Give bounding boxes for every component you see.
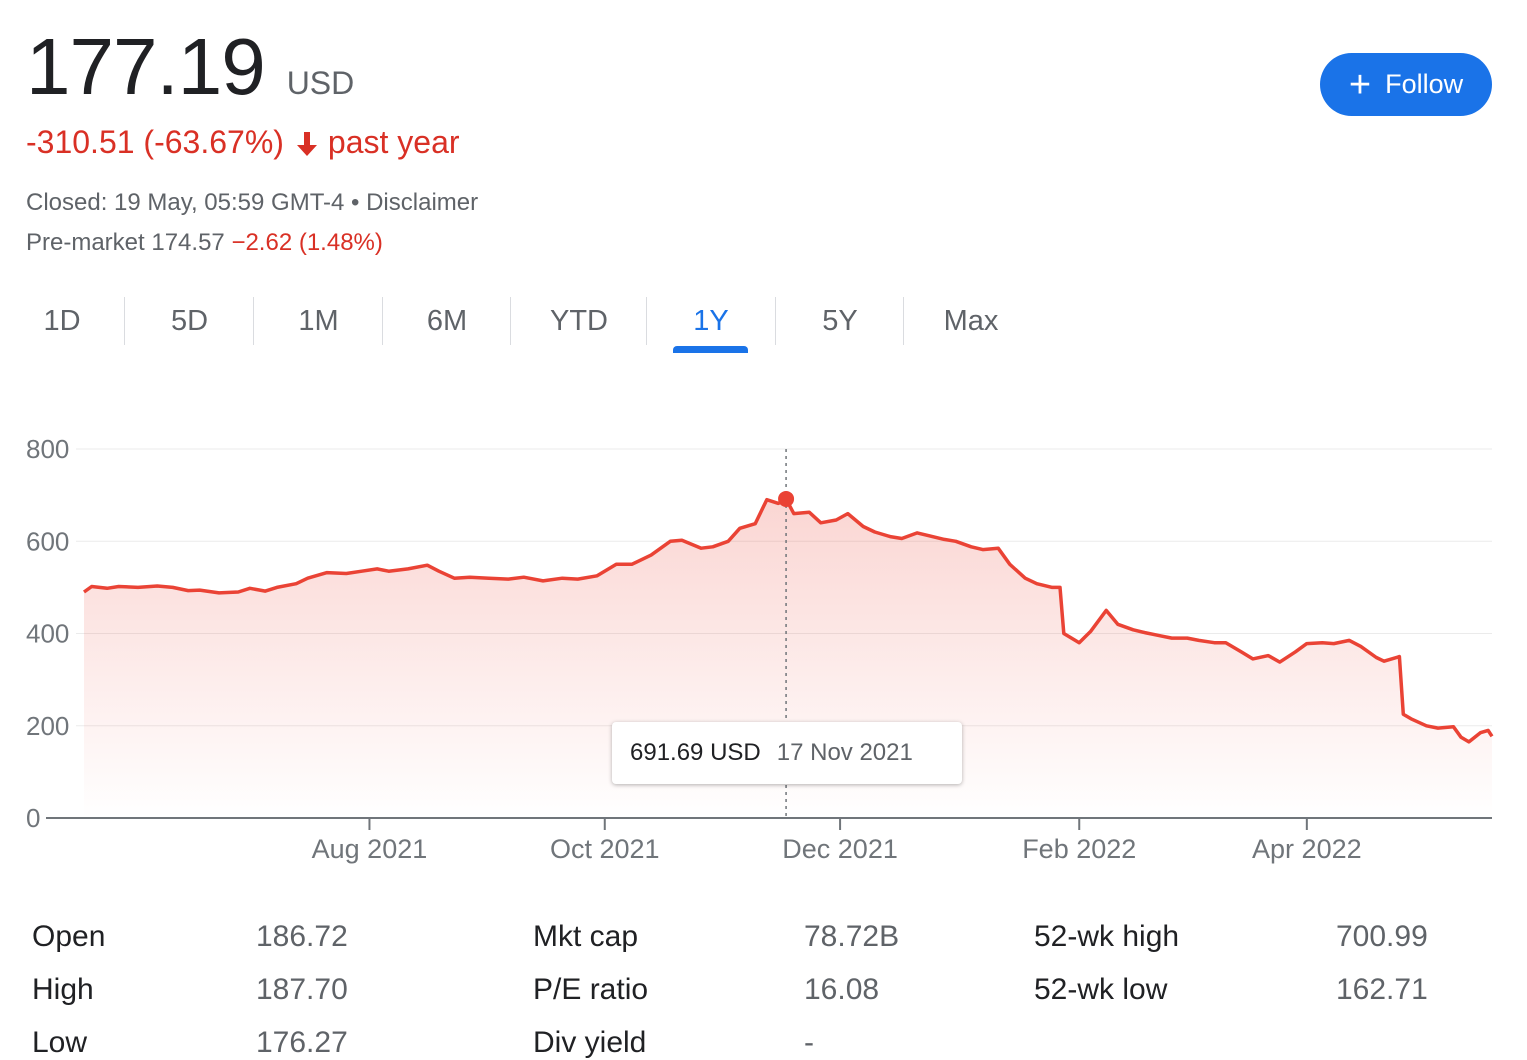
price-change: -310.51 (-63.67%) <box>26 124 284 160</box>
change-period: past year <box>327 124 460 160</box>
hover-point <box>778 490 795 507</box>
price-area <box>84 499 1492 818</box>
tab-max[interactable]: Max <box>943 304 999 337</box>
stat-value: - <box>804 1026 814 1059</box>
tooltip-date: 17 Nov 2021 <box>776 739 913 766</box>
premarket-price: Pre-market 174.57 <box>26 229 225 256</box>
range-tabs: 1D 5D 1M 6M YTD 1Y 5Y Max <box>0 295 1100 355</box>
stat-value: 16.08 <box>804 973 880 1006</box>
x-tick-label: Feb 2022 <box>1022 834 1136 864</box>
stat-label: Open <box>32 920 106 953</box>
tab-1d[interactable]: 1D <box>43 304 81 337</box>
tab-5y[interactable]: 5Y <box>822 304 858 337</box>
follow-label: Follow <box>1385 69 1464 99</box>
chart-tooltip: 691.69 USD 17 Nov 2021 <box>612 722 962 784</box>
stat-value: 176.27 <box>256 1026 348 1059</box>
tab-divider <box>903 297 904 345</box>
x-tick-label: Dec 2021 <box>782 834 898 864</box>
stat-value: 186.72 <box>256 920 348 953</box>
stat-label: P/E ratio <box>533 973 649 1006</box>
y-tick-label: 800 <box>26 434 69 464</box>
price-chart[interactable]: 0 200 400 600 800 Aug 2021 Oct 2021 Dec 2021 Feb… <box>0 420 1527 880</box>
stat-value: 700.99 <box>1336 920 1428 953</box>
y-tick-label: 200 <box>26 711 69 741</box>
stat-value: 187.70 <box>256 973 348 1006</box>
y-tick-label: 400 <box>26 619 69 649</box>
tab-6m[interactable]: 6M <box>426 304 468 337</box>
current-price: 177.19 <box>26 22 266 111</box>
tab-5d[interactable]: 5D <box>170 304 209 337</box>
tab-divider <box>382 297 383 345</box>
arrow-down-icon <box>294 129 320 157</box>
x-tick-label: Aug 2021 <box>312 834 428 864</box>
stat-label: Low <box>32 1026 88 1059</box>
tooltip-value: 691.69 USD <box>630 739 761 766</box>
follow-button[interactable]: + Follow <box>1320 53 1492 116</box>
price-header: 177.19 USD <box>26 22 354 112</box>
stat-label: 52-wk low <box>1034 973 1168 1006</box>
tab-divider <box>253 297 254 345</box>
stat-value: 78.72B <box>804 920 900 953</box>
price-line <box>82 497 1494 744</box>
price-change-row: -310.51 (-63.67%) past year <box>26 124 460 161</box>
premarket-row: Pre-market 174.57 −2.62 (1.48%) <box>26 229 383 257</box>
tab-divider <box>646 297 647 345</box>
tab-divider <box>775 297 776 345</box>
tab-1m[interactable]: 1M <box>298 304 339 337</box>
x-tick-label: Oct 2021 <box>550 834 660 864</box>
stat-label: Mkt cap <box>533 920 639 953</box>
stat-label: 52-wk high <box>1034 920 1180 953</box>
stat-label: High <box>32 973 94 1006</box>
stat-value: 162.71 <box>1336 973 1428 1006</box>
active-tab-indicator <box>673 346 748 353</box>
tab-divider <box>124 297 125 345</box>
tab-1y[interactable]: 1Y <box>693 304 729 337</box>
plus-icon: + <box>1348 63 1372 106</box>
tab-divider <box>510 297 511 345</box>
premarket-change: −2.62 (1.48%) <box>231 229 383 256</box>
y-tick-label: 600 <box>26 526 69 556</box>
tab-ytd[interactable]: YTD <box>550 304 608 337</box>
currency-label: USD <box>286 65 355 101</box>
y-tick-label: 0 <box>26 803 40 833</box>
x-tick-label: Apr 2022 <box>1252 834 1362 864</box>
stat-label: Div yield <box>533 1026 647 1059</box>
market-status: Closed: 19 May, 05:59 GMT-4 • Disclaimer <box>26 189 479 216</box>
